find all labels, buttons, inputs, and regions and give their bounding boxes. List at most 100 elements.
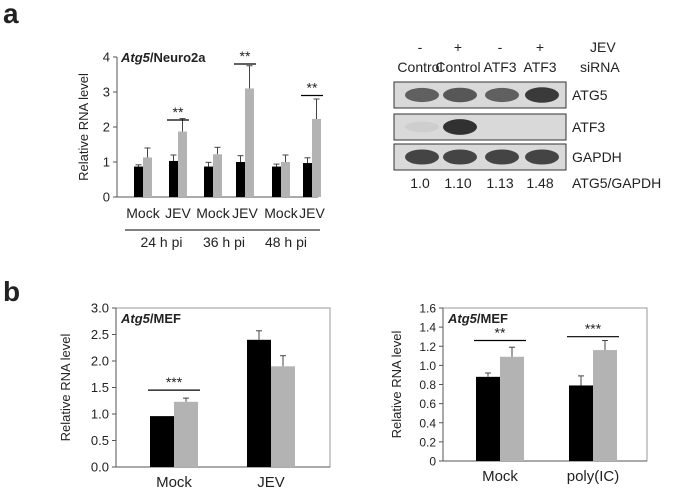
chart-title: Atg5/Neuro2a — [120, 50, 206, 65]
bar-JEV-series1 — [169, 160, 178, 197]
lane-sign: - — [418, 39, 423, 55]
bar-Mock-series1 — [272, 166, 281, 197]
bar-JEV-series1 — [247, 339, 271, 467]
y-tick-label: 0.5 — [91, 433, 109, 448]
ratio-value: 1.10 — [444, 175, 471, 191]
blot-band — [405, 87, 439, 103]
y-tick-label: 2 — [103, 120, 110, 135]
panel-letter-b: b — [3, 276, 21, 307]
bar-JEV-series1 — [236, 162, 245, 197]
blot-row-label: ATG5 — [572, 87, 608, 103]
y-tick-label: 1.6 — [419, 302, 436, 316]
y-tick-label: 1.4 — [419, 321, 436, 335]
lane-label: Control — [397, 59, 442, 75]
significance-stars: *** — [585, 321, 602, 337]
x-category-label: Mock — [156, 474, 192, 491]
x-category-label: JEV — [257, 474, 285, 491]
y-axis-label: Relative RNA level — [76, 73, 91, 181]
y-tick-label: 0.6 — [419, 397, 436, 411]
y-tick-label: 0.4 — [419, 416, 436, 430]
x-category-label: Mock — [196, 205, 230, 221]
bar-Mock-series1 — [134, 166, 143, 197]
chart-title-gene: Atg5 — [120, 311, 151, 326]
y-axis-label: Relative RNA level — [389, 331, 404, 439]
bar-Mock-series1 — [476, 376, 500, 461]
bar-JEV-series2 — [271, 366, 295, 467]
bar-Mock-series1 — [150, 416, 174, 467]
blot-band — [405, 149, 439, 165]
chart-title-gene: Atg5 — [120, 50, 151, 65]
bar-JEV-series2 — [312, 118, 321, 197]
chart-title-cell: /MEF — [477, 311, 508, 326]
blot-row-label: GAPDH — [572, 149, 622, 165]
group-label: 24 h pi — [140, 234, 182, 250]
chart-title: Atg5/MEF — [447, 311, 508, 326]
blot-band — [405, 121, 439, 133]
blot-band — [443, 119, 477, 135]
ratio-value: 1.13 — [486, 175, 513, 191]
chart-title-cell: /Neuro2a — [150, 50, 206, 65]
significance-stars: ** — [495, 325, 506, 341]
significance-stars: ** — [173, 104, 184, 120]
chart-title-cell: /MEF — [150, 311, 181, 326]
x-category-label: Mock — [126, 205, 160, 221]
y-tick-label: 2.0 — [91, 354, 109, 369]
lane-label: ATF3 — [483, 59, 516, 75]
blot-band — [485, 87, 519, 103]
lane-sign: + — [536, 39, 544, 55]
group-label: 36 h pi — [203, 234, 245, 250]
x-category-label: JEV — [232, 205, 258, 221]
y-tick-label: 2.5 — [91, 327, 109, 342]
significance-stars: ** — [307, 80, 318, 96]
bar-Mock-series2 — [213, 154, 222, 197]
ratio-value: 1.0 — [410, 175, 430, 191]
y-axis-label: Relative RNA level — [58, 334, 73, 442]
lane-label: Control — [435, 59, 480, 75]
blot-strip — [393, 113, 567, 141]
blot-band — [443, 87, 477, 103]
bar-Mock-series1 — [204, 166, 213, 197]
bar-Mock-series2 — [143, 157, 152, 197]
y-tick-label: 0 — [103, 190, 110, 205]
lane-label: ATF3 — [523, 59, 556, 75]
bar-poly(IC)-series1 — [569, 385, 593, 461]
y-tick-label: 1.2 — [419, 340, 436, 354]
blot-row-label: ATF3 — [572, 119, 605, 135]
y-tick-label: 0 — [429, 455, 436, 469]
y-tick-label: 1.0 — [91, 407, 109, 422]
blot-band — [485, 149, 519, 165]
x-category-label: Mock — [264, 205, 298, 221]
y-tick-label: 4 — [103, 50, 110, 65]
header-sirna: siRNA — [580, 59, 620, 75]
bar-JEV-series2 — [245, 88, 254, 197]
blot-band — [525, 87, 559, 103]
y-tick-label: 0.8 — [419, 378, 436, 392]
chart-title: Atg5/MEF — [120, 311, 181, 326]
header-jev: JEV — [590, 39, 616, 55]
y-tick-label: 1 — [103, 155, 110, 170]
blot-band — [443, 149, 477, 165]
y-tick-label: 1.5 — [91, 380, 109, 395]
significance-stars: *** — [166, 374, 183, 390]
group-label: 48 h pi — [265, 234, 307, 250]
chart-title-gene: Atg5 — [447, 311, 478, 326]
bar-Mock-series2 — [500, 356, 524, 461]
bar-JEV-series1 — [303, 163, 312, 197]
x-category-label: JEV — [165, 205, 191, 221]
blot-band — [525, 149, 559, 165]
ratio-label: ATG5/GAPDH — [572, 175, 661, 191]
lane-sign: + — [454, 39, 462, 55]
panel-letter-a: a — [3, 0, 19, 29]
ratio-value: 1.48 — [526, 175, 553, 191]
y-tick-label: 0.0 — [91, 460, 109, 475]
bar-Mock-series2 — [281, 162, 290, 197]
bar-Mock-series2 — [174, 401, 198, 467]
y-tick-label: 0.2 — [419, 435, 436, 449]
significance-stars: ** — [240, 48, 251, 64]
bar-poly(IC)-series2 — [593, 350, 617, 461]
y-tick-label: 3.0 — [91, 301, 109, 316]
